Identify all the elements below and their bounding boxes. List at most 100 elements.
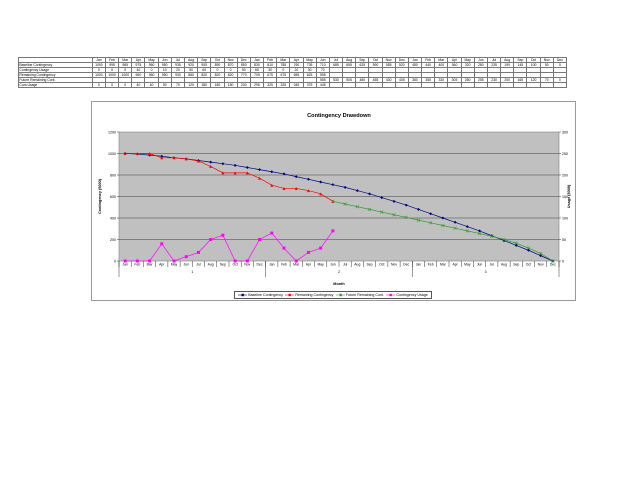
x-tick-label: May [464, 263, 471, 267]
table-cell [407, 82, 423, 88]
table-cell: 295 [249, 82, 265, 88]
data-point-baseline-contingency [233, 163, 237, 167]
y-tick-label: 800 [110, 173, 116, 177]
table-cell [342, 82, 357, 88]
x-tick-label: Oct [379, 263, 384, 267]
data-point-baseline-contingency [331, 183, 335, 187]
table-cell [552, 82, 567, 88]
data-point-future-remaining-cont [538, 251, 543, 256]
data-point-contingency-usage [270, 231, 274, 235]
legend-item: Future Remaining Cont. [335, 293, 385, 297]
y2-tick-label: 250 [562, 152, 568, 156]
x-tick-label: Jun [477, 263, 483, 267]
x-group-label: 3 [485, 270, 487, 274]
x-tick-label: Jun [330, 263, 336, 267]
table-cell [500, 82, 515, 88]
table-cell: 180 [210, 82, 225, 88]
table-cell: 120 [183, 82, 199, 88]
legend-label: Future Remaining Cont. [345, 293, 385, 297]
data-point-contingency-usage [160, 242, 164, 246]
x-tick-label: Apr [306, 263, 312, 267]
x-tick-label: Jan [122, 263, 128, 267]
chart-title: Contingency Drawdown [307, 113, 371, 119]
data-point-contingency-usage [282, 246, 286, 250]
table-cell: 0 [91, 82, 106, 88]
table-cell [394, 82, 409, 88]
x-tick-label: May [171, 263, 178, 267]
data-point-future-remaining-cont [355, 205, 360, 209]
data-point-future-remaining-cont [404, 215, 408, 220]
data-point-baseline-contingency [270, 170, 274, 174]
x-tick-label: Mar [440, 263, 447, 267]
table-cell: 70 [170, 82, 185, 88]
data-point-remaining-contingency [306, 189, 310, 193]
table-cell: 180 [197, 82, 212, 88]
x-tick-label: Sep [367, 263, 373, 267]
x-tick-label: Dec [550, 263, 556, 267]
x-tick-label: Mar [293, 263, 300, 267]
data-point-baseline-contingency [416, 207, 420, 211]
x-tick-label: Feb [428, 263, 434, 267]
data-point-remaining-contingency [294, 186, 298, 190]
x-tick-label: Jul [490, 263, 495, 267]
table-cell [513, 82, 528, 88]
x-tick-label: Aug [208, 263, 214, 267]
table-cell: 445 [315, 82, 330, 88]
x-tick-label: Sep [220, 263, 226, 267]
table-cell: 50 [157, 82, 172, 88]
y-tick-label: 1200 [108, 130, 116, 134]
data-point-contingency-usage [196, 250, 200, 254]
data-point-contingency-usage [172, 259, 176, 263]
data-point-baseline-contingency [282, 172, 286, 176]
data-point-baseline-contingency [319, 180, 323, 184]
data-point-baseline-contingency [368, 192, 372, 196]
series-line-baseline-contingency [125, 153, 554, 262]
data-point-contingency-usage [221, 233, 225, 237]
x-tick-label: Oct [526, 263, 531, 267]
table-cell: 0 [104, 82, 120, 88]
data-point-baseline-contingency [429, 212, 433, 216]
data-point-future-remaining-cont [367, 207, 372, 212]
data-point-future-remaining-cont [551, 259, 555, 263]
data-point-contingency-usage [135, 259, 139, 263]
table-cell: 230 [236, 82, 251, 88]
data-point-contingency-usage [184, 255, 188, 259]
x-tick-label: May [317, 263, 324, 267]
data-point-future-remaining-cont [526, 246, 531, 250]
data-point-baseline-contingency [355, 189, 359, 193]
table-cell: 40 [131, 82, 146, 88]
data-point-remaining-contingency [123, 152, 127, 155]
y2-tick-label: 0 [562, 259, 564, 263]
legend-label: Remaining Contingency [295, 293, 334, 297]
data-point-future-remaining-cont [343, 202, 347, 206]
data-point-remaining-contingency [233, 171, 237, 175]
y2-tick-label: 100 [562, 216, 568, 220]
table-row-label: Cum Usage [18, 82, 93, 88]
table-cell [368, 82, 383, 88]
data-point-remaining-contingency [209, 164, 213, 168]
data-point-contingency-usage [258, 238, 262, 241]
x-group-label: 2 [338, 270, 340, 274]
data-point-contingency-usage [209, 238, 213, 241]
data-point-future-remaining-cont [477, 231, 482, 236]
x-tick-label: Nov [538, 263, 544, 267]
table-cell: 0 [118, 82, 133, 88]
data-point-baseline-contingency [404, 203, 408, 207]
x-tick-label: Oct [232, 263, 237, 267]
y-tick-label: 200 [110, 238, 116, 242]
data-point-baseline-contingency [478, 229, 482, 233]
table-cell [460, 82, 475, 88]
table-cell: 375 [302, 82, 317, 88]
data-point-future-remaining-cont [465, 229, 470, 233]
x-tick-label: Sep [513, 263, 519, 267]
data-point-remaining-contingency [196, 159, 200, 163]
legend-label: Baseline Contingency [248, 293, 283, 297]
table-cell [381, 82, 396, 88]
data-point-baseline-contingency [343, 185, 347, 189]
table-cell [421, 82, 436, 88]
drawdown-chart: Contingency Drawdown02004006008001000120… [98, 113, 571, 286]
data-point-baseline-contingency [453, 220, 457, 224]
series-line-contingency-usage [125, 230, 334, 262]
data-point-baseline-contingency [245, 165, 249, 169]
data-point-contingency-usage [331, 229, 335, 233]
